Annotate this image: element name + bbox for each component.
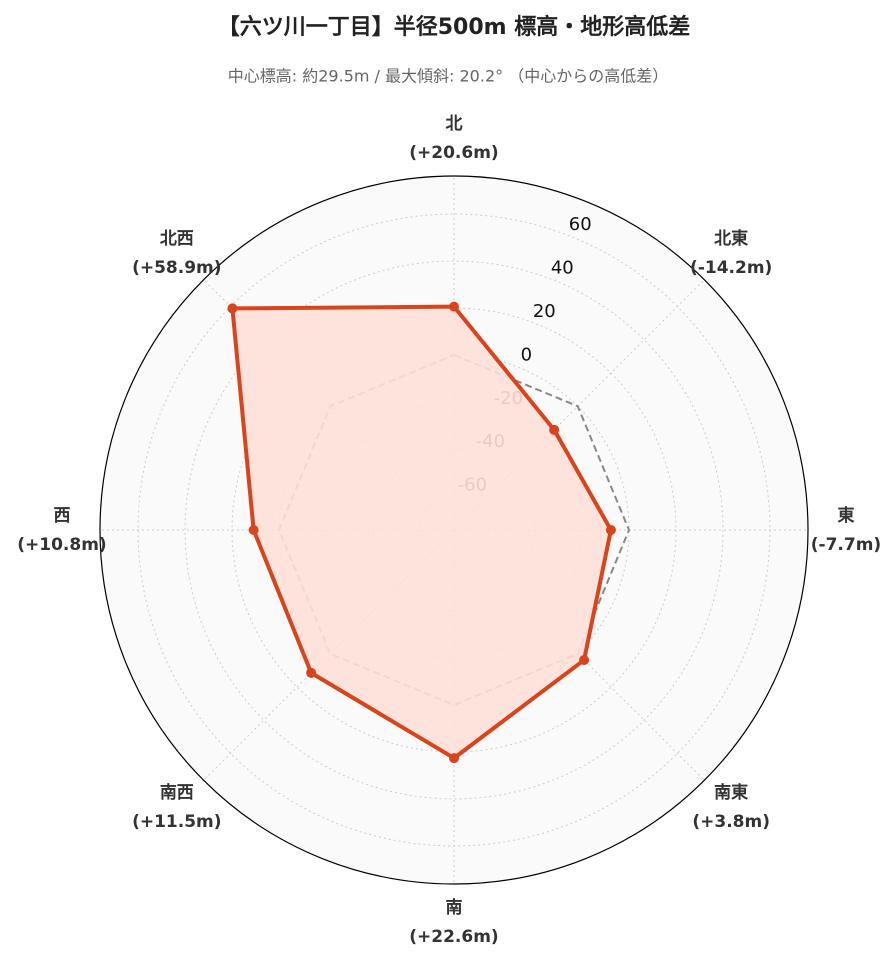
spoke: [453, 279, 705, 531]
data-point: [449, 753, 459, 764]
data-point: [227, 303, 238, 314]
r-tick-label: 0: [521, 344, 532, 365]
value-label: (+20.6m): [409, 143, 498, 163]
r-tick-label: 20: [533, 301, 556, 322]
r-tick-label: 60: [569, 214, 592, 235]
value-label: (+10.8m): [17, 535, 106, 555]
data-point: [449, 301, 459, 312]
data-point: [306, 667, 317, 678]
data-point: [248, 525, 259, 535]
value-label: (+22.6m): [409, 927, 498, 947]
value-label: (+58.9m): [132, 258, 221, 278]
category-label: 西: [54, 506, 71, 526]
grid-circle: [184, 260, 724, 800]
value-label: (-14.2m): [690, 258, 772, 278]
category-label: 北東: [714, 228, 748, 249]
category-label: 北: [446, 114, 463, 134]
category-label: 北西: [160, 229, 194, 249]
data-point: [549, 424, 560, 435]
r-tick-label: 40: [551, 258, 574, 279]
value-label: (+3.8m): [692, 812, 770, 832]
value-label: (+11.5m): [132, 812, 221, 832]
category-label: 南東: [714, 782, 748, 803]
data-point: [579, 655, 590, 666]
chart-title: 【六ツ川一丁目】半径500m 標高・地形高低差: [218, 14, 691, 40]
category-label: 南西: [160, 782, 194, 803]
category-label: 東: [838, 505, 855, 526]
value-label: (-7.7m): [811, 535, 881, 555]
data-point: [605, 525, 616, 535]
chart-subtitle: 中心標高: 約29.5m / 最大傾斜: 20.2° （中心からの高低差）: [228, 67, 668, 86]
grid-circle: [137, 213, 771, 847]
category-label: 南: [446, 897, 463, 918]
